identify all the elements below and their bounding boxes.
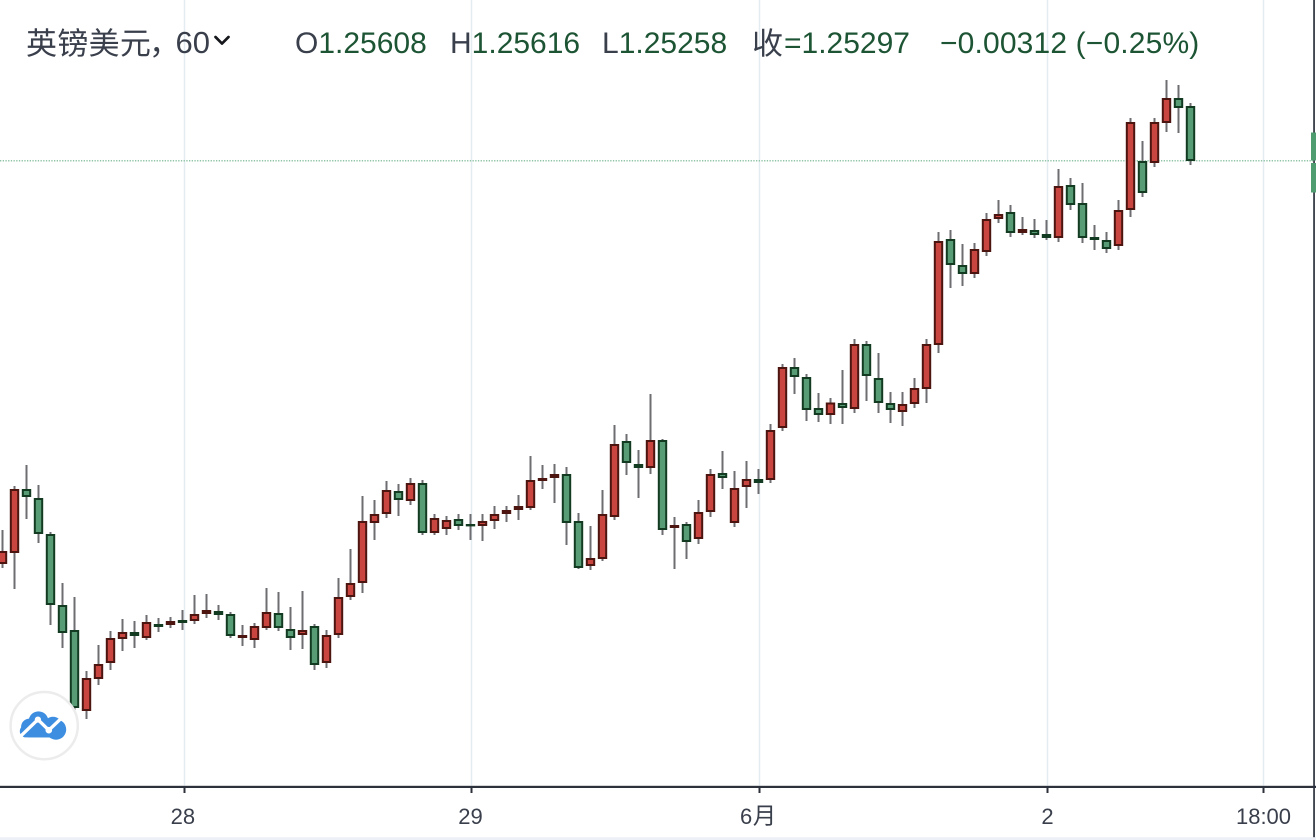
svg-text:28: 28 bbox=[171, 804, 195, 829]
svg-text:2: 2 bbox=[1041, 804, 1053, 829]
svg-text:L1.25258: L1.25258 bbox=[602, 27, 727, 60]
svg-text:18:00: 18:00 bbox=[1236, 804, 1291, 829]
svg-text:=1.25297: =1.25297 bbox=[784, 27, 910, 60]
svg-text:H1.25616: H1.25616 bbox=[450, 27, 580, 60]
svg-text:29: 29 bbox=[458, 804, 482, 829]
svg-text:O1.25608: O1.25608 bbox=[295, 27, 427, 60]
svg-text:−0.00312 (−0.25%): −0.00312 (−0.25%) bbox=[940, 27, 1199, 60]
svg-text:6: 6 bbox=[740, 804, 752, 829]
svg-text:60: 60 bbox=[176, 25, 210, 60]
